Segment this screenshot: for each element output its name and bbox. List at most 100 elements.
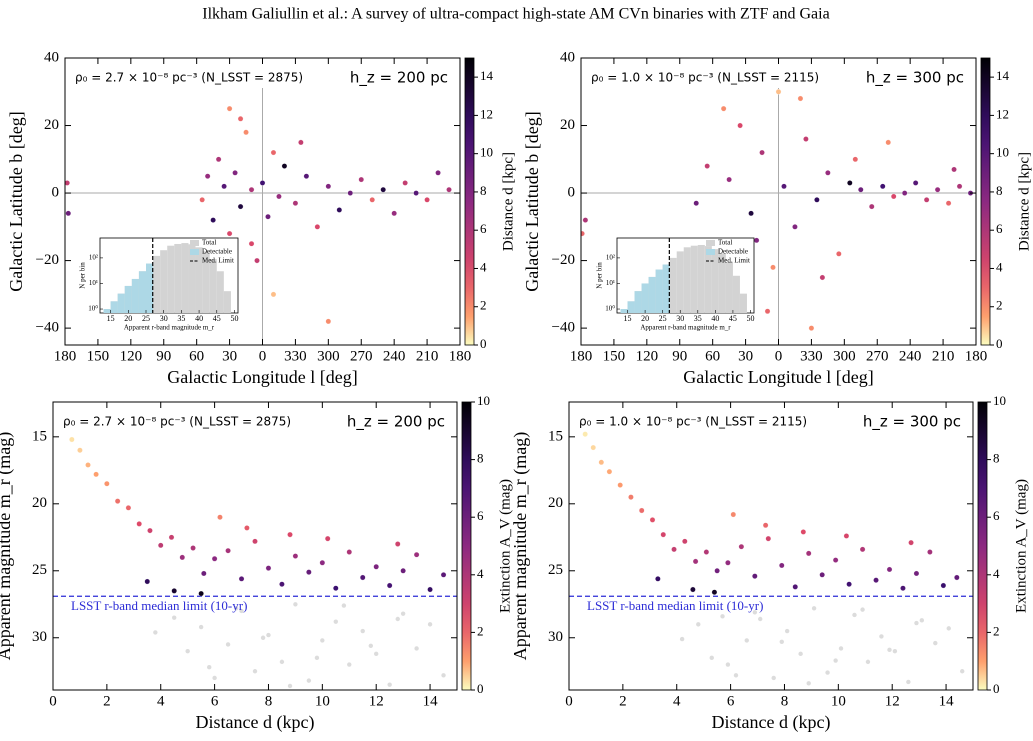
y-tick-label: 0 — [52, 184, 60, 200]
faint-point — [914, 620, 919, 626]
histogram-bar — [160, 250, 168, 313]
data-point — [276, 193, 282, 200]
histogram-bar — [188, 244, 196, 313]
x-tick-label: 12 — [885, 693, 900, 709]
data-point — [211, 555, 218, 562]
histogram-bar — [718, 253, 726, 313]
colorbar-tick-label: 14 — [480, 68, 494, 83]
data-point — [764, 308, 771, 314]
faint-point — [906, 679, 911, 685]
histogram-bar — [103, 309, 111, 313]
annotation: h_z = 200 pc — [347, 413, 445, 432]
faint-point — [806, 681, 811, 686]
data-point — [435, 170, 441, 176]
data-point — [934, 186, 941, 193]
data-point — [797, 95, 804, 102]
data-point — [171, 588, 177, 594]
histogram-bar — [676, 251, 684, 313]
x-tick-label: 10 — [315, 693, 330, 709]
x-tick-label: 0 — [259, 348, 267, 364]
data-point — [598, 459, 605, 466]
data-point — [65, 210, 72, 217]
inset-x-label: Apparent r-band magnitude m_r — [640, 324, 731, 332]
inset-x-tick-label: 40 — [195, 314, 203, 323]
histogram-bar — [138, 271, 146, 313]
data-point — [792, 224, 798, 230]
faint-point — [879, 634, 884, 639]
data-point — [85, 462, 91, 468]
data-point — [792, 584, 798, 590]
histogram-bar — [683, 247, 691, 313]
histogram-bar — [153, 255, 161, 313]
faint-point — [266, 632, 271, 638]
data-point — [852, 156, 859, 163]
colorbar-tick-label: 6 — [996, 221, 1003, 236]
data-point — [336, 207, 343, 213]
legend-swatch — [190, 249, 199, 255]
data-point — [638, 507, 645, 514]
data-point — [198, 590, 204, 597]
data-point — [144, 578, 151, 585]
x-tick-label: 120 — [636, 348, 659, 364]
data-point — [446, 186, 452, 193]
data-point — [655, 576, 661, 582]
histogram-bar — [641, 283, 649, 313]
x-tick-label: 10 — [831, 693, 846, 709]
faint-point — [279, 659, 285, 665]
y-tick-label: 20 — [548, 495, 563, 511]
y-tick-label: 40 — [44, 49, 59, 65]
data-point — [199, 197, 205, 203]
data-point — [319, 559, 326, 566]
faint-point — [887, 647, 892, 653]
data-point — [858, 186, 864, 193]
faint-point — [314, 655, 320, 661]
data-point — [306, 569, 312, 575]
data-point — [846, 581, 852, 587]
data-point — [765, 535, 772, 542]
colorbar-tick-label: 8 — [480, 183, 487, 198]
y-tick-label: 20 — [32, 495, 47, 511]
data-point — [682, 538, 688, 545]
data-point — [232, 170, 238, 176]
inset-x-tick-label: 45 — [213, 314, 221, 323]
data-point — [704, 163, 710, 169]
plot-area — [53, 436, 457, 689]
histogram-bar — [655, 269, 663, 313]
histogram-bar — [117, 293, 125, 313]
data-point — [217, 514, 223, 520]
faint-point — [733, 673, 739, 678]
faint-point — [892, 648, 898, 654]
faint-point — [260, 635, 266, 640]
faint-point — [252, 669, 258, 674]
x-tick-label: 180 — [570, 348, 593, 364]
faint-point — [320, 638, 325, 643]
data-point — [226, 230, 233, 237]
faint-point — [679, 636, 685, 642]
histogram-bar — [209, 259, 217, 313]
legend-label: Total — [202, 239, 216, 247]
inset-y-tick-label: 10² — [89, 254, 98, 262]
x-tick-label: 4 — [673, 693, 681, 709]
colorbar — [464, 57, 475, 346]
data-point — [252, 538, 258, 545]
annotation: ρ₀ = 1.0 × 10⁻⁸ pc⁻³ (N_LSST = 2115) — [579, 415, 807, 429]
faint-point — [341, 603, 347, 608]
histogram-bar — [725, 261, 733, 313]
inset-x-tick-label: 45 — [729, 314, 737, 323]
histogram-bar — [711, 249, 719, 313]
data-point — [859, 546, 866, 553]
data-point — [104, 480, 110, 487]
data-point — [380, 186, 386, 193]
histogram-bar — [732, 275, 740, 313]
data-point — [325, 318, 332, 325]
data-point — [237, 203, 244, 210]
data-point — [775, 89, 782, 95]
data-point — [125, 505, 132, 511]
x-tick-label: 0 — [775, 348, 783, 364]
data-point — [136, 521, 142, 527]
y-tick-label: 25 — [548, 562, 563, 578]
histogram-bar — [634, 291, 642, 313]
x-axis-label: Galactic Longitude l [deg] — [683, 367, 873, 387]
x-tick-label: 150 — [603, 348, 626, 364]
data-point — [346, 549, 353, 555]
